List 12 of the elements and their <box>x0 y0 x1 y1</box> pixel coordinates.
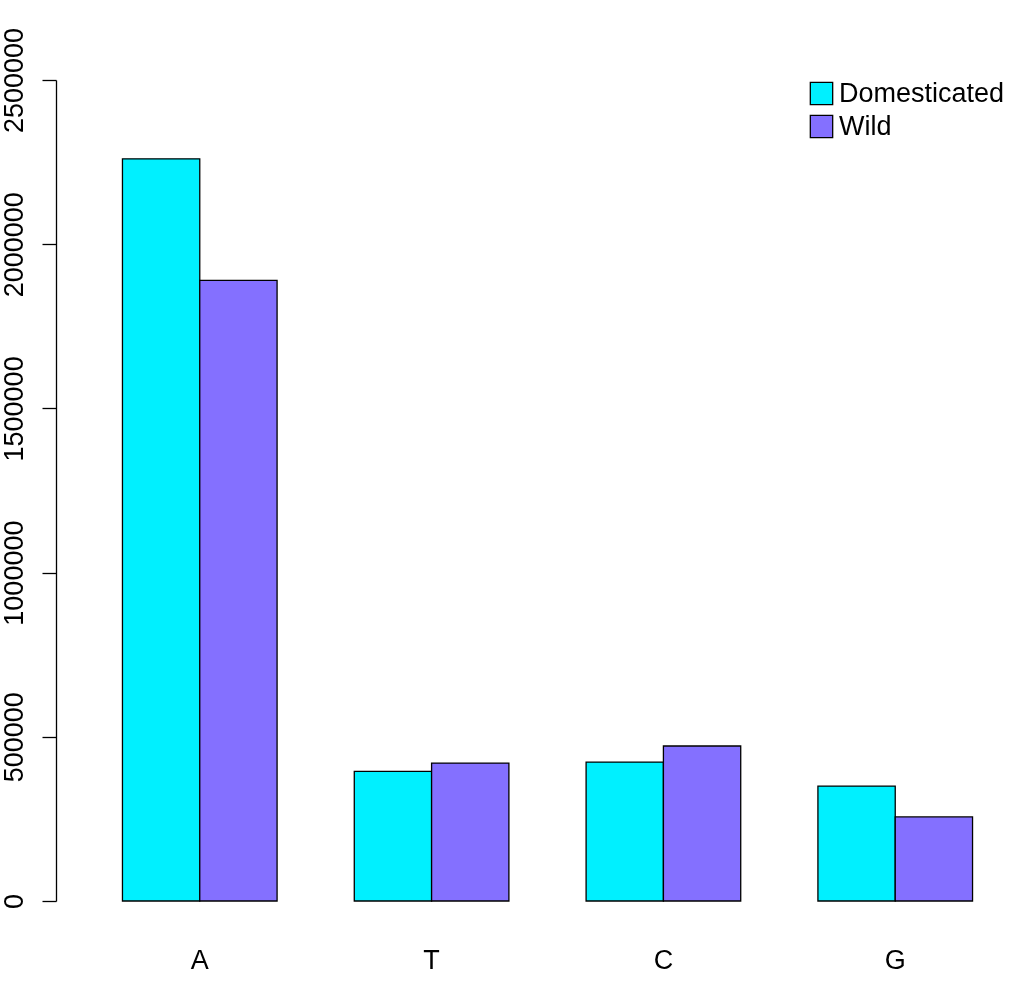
y-tick-label: 2500000 <box>0 27 29 134</box>
x-tick-label: T <box>423 944 440 975</box>
y-tick-label: 500000 <box>0 692 29 783</box>
legend-label: Domesticated <box>839 77 1005 108</box>
y-tick-label: 0 <box>0 893 29 910</box>
x-tick-label: C <box>653 944 674 975</box>
y-tick-label: 1000000 <box>0 520 29 626</box>
x-tick-label: A <box>190 944 209 975</box>
legend-label: Wild <box>839 110 892 141</box>
y-tick-label: 1500000 <box>0 356 29 462</box>
y-tick-label: 2000000 <box>0 192 29 298</box>
x-tick-label: G <box>884 944 906 975</box>
